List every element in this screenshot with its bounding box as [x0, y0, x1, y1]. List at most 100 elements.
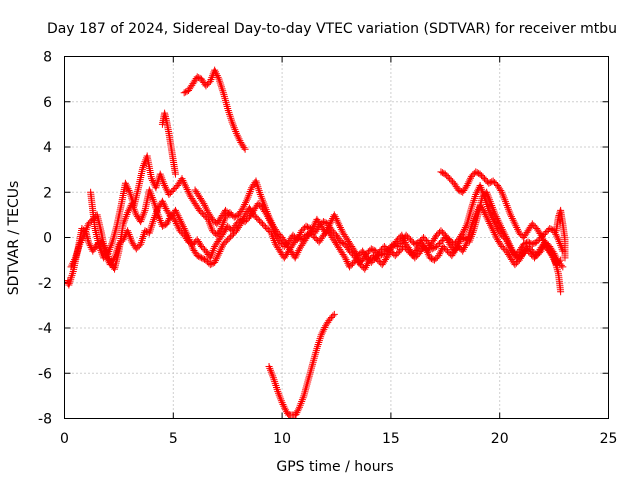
y-tick-label: 4: [43, 140, 52, 156]
data-point: [271, 380, 279, 388]
data-point: [501, 231, 509, 239]
data-point: [251, 212, 259, 220]
data-point: [525, 244, 533, 252]
data-point: [308, 230, 316, 238]
data-point: [202, 203, 210, 211]
data-point: [294, 248, 302, 256]
y-tick-label: 8: [43, 50, 52, 66]
data-point: [298, 236, 306, 244]
data-point: [391, 252, 399, 260]
data-point: [299, 225, 307, 233]
data-point: [217, 246, 225, 254]
data-point: [102, 252, 110, 260]
data-point: [549, 252, 557, 260]
data-point: [274, 229, 282, 237]
data-point: [214, 251, 222, 259]
data-point: [520, 240, 528, 248]
x-tick-label: 15: [382, 431, 400, 447]
data-point: [196, 253, 204, 261]
data-point: [444, 173, 452, 181]
data-point: [293, 234, 301, 241]
data-point: [470, 196, 478, 204]
data-point: [420, 243, 428, 251]
data-point: [337, 225, 345, 233]
data-point: [533, 238, 541, 246]
data-point: [512, 259, 520, 267]
data-point: [503, 234, 511, 242]
data-point: [469, 198, 477, 206]
data-point: [472, 168, 480, 176]
x-tick-label: 0: [60, 431, 69, 447]
data-point: [171, 184, 179, 192]
data-point: [511, 220, 519, 228]
data-point: [78, 235, 86, 243]
data-point: [514, 225, 522, 233]
data-point: [435, 252, 443, 260]
data-point: [266, 215, 274, 223]
data-point: [293, 250, 301, 258]
y-tick-label: 0: [43, 231, 52, 247]
data-point: [77, 237, 85, 245]
y-axis-ticks: -8 -6 -4 -2 0 2 4 6 8: [38, 50, 609, 428]
data-point: [507, 211, 515, 219]
data-point: [481, 210, 489, 218]
data-point: [121, 179, 129, 187]
data-point: [147, 223, 155, 231]
data-point: [160, 221, 168, 229]
data-point: [472, 191, 480, 199]
data-point: [182, 228, 190, 236]
data-point: [200, 211, 208, 219]
data-point: [541, 238, 549, 246]
data-point: [332, 214, 340, 222]
data-point: [327, 218, 335, 226]
data-point: [148, 175, 156, 183]
data-point: [507, 213, 515, 221]
data-point: [462, 183, 470, 191]
data-point: [496, 220, 504, 228]
data-point: [515, 229, 523, 237]
data-point: [166, 189, 174, 197]
data-point: [380, 243, 388, 251]
data-point: [400, 237, 408, 245]
data-point: [385, 247, 393, 255]
data-point: [230, 213, 238, 221]
data-point: [320, 325, 328, 333]
data-point: [460, 243, 468, 251]
data-point: [476, 170, 484, 178]
y-tick-label: -8: [38, 412, 52, 428]
data-point: [282, 406, 290, 414]
data-point: [309, 232, 317, 240]
data-point: [199, 244, 207, 252]
data-point: [488, 178, 496, 186]
data-point: [489, 177, 497, 185]
data-point: [536, 230, 544, 238]
data-point: [239, 204, 247, 212]
data-point: [68, 271, 76, 279]
data-point: [441, 244, 449, 252]
data-point: [212, 255, 220, 263]
data-point: [253, 214, 261, 222]
data-point: [351, 248, 359, 256]
data-point: [281, 404, 289, 412]
data-point: [69, 259, 77, 267]
data-point: [437, 248, 445, 256]
data-point: [511, 261, 519, 269]
data-point: [172, 208, 180, 216]
data-point: [421, 244, 429, 252]
data-point: [363, 262, 371, 270]
data-point: [482, 176, 490, 184]
data-point: [450, 247, 458, 255]
data-point: [272, 382, 280, 390]
data-point: [478, 172, 486, 180]
data-point: [457, 236, 465, 244]
data-point: [180, 224, 188, 232]
data-point: [434, 241, 442, 249]
data-point: [421, 235, 429, 243]
data-point: [329, 312, 337, 320]
data-point: [212, 257, 220, 265]
x-tick-label: 20: [491, 431, 509, 447]
data-point: [528, 240, 536, 248]
data-point: [139, 234, 147, 242]
data-point: [69, 269, 77, 277]
data-point: [90, 214, 98, 222]
